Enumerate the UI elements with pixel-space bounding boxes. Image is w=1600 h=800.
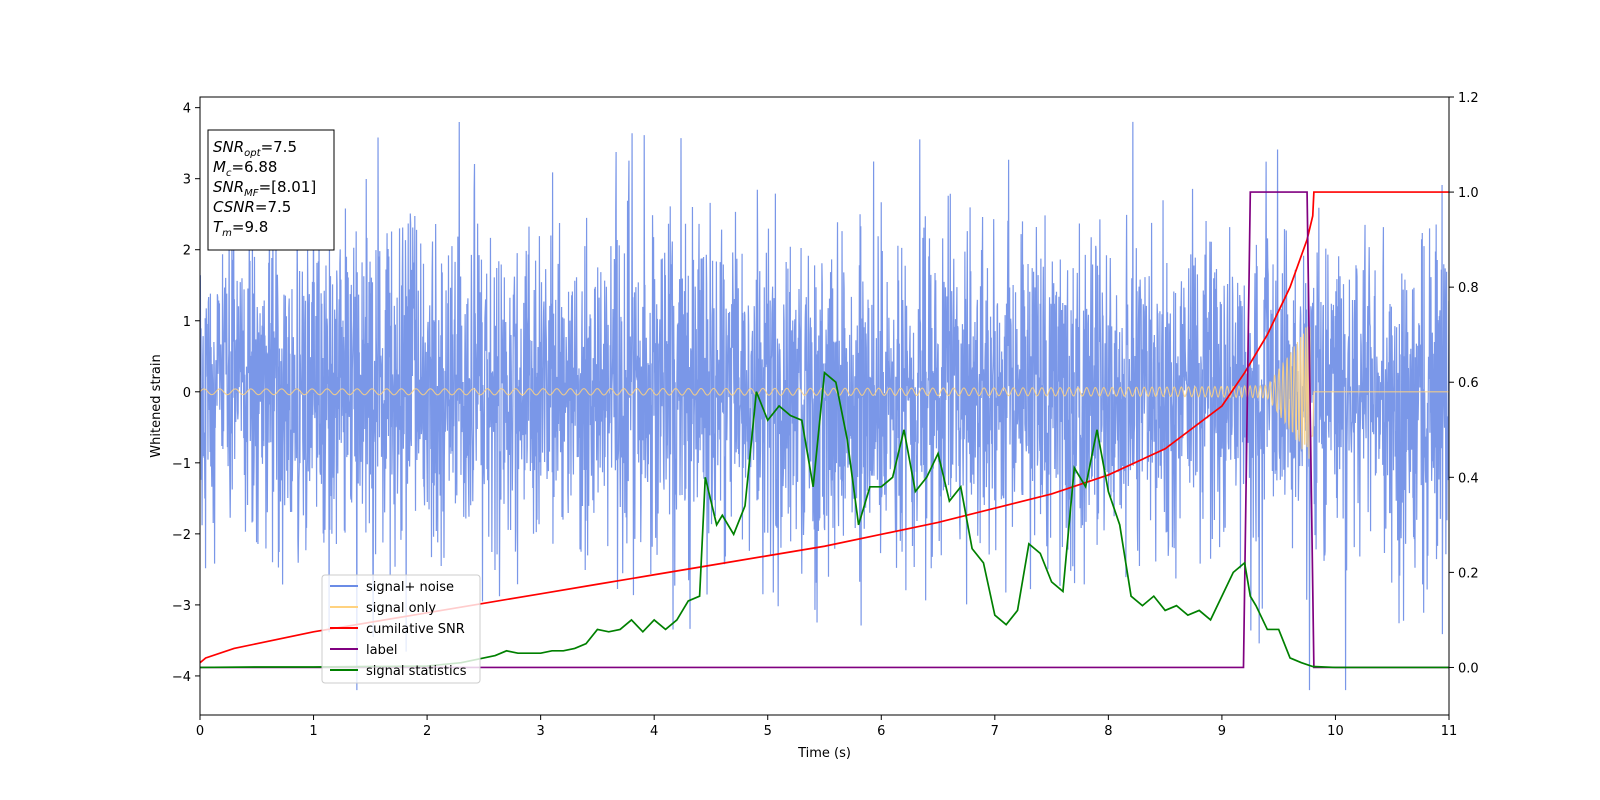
y-tick-label-left: 2 [183,244,191,259]
y-axis-label: Whitened strain [149,354,164,457]
annotation-line: SNRMF=[8.01] [213,178,316,199]
y-tick-label-right: 0.4 [1458,471,1479,486]
x-tick-label: 0 [196,724,204,739]
legend-frame [321,574,481,684]
annotation-line: Tm=9.8 [213,218,268,239]
plot-frame [199,96,1450,716]
annotation-frame [207,129,335,251]
y-tick-label-left: 0 [183,386,191,401]
x-tick-label: 2 [423,724,431,739]
y-tick-label-left: −3 [172,599,191,614]
y-tick-label-left: 4 [183,102,191,117]
x-tick-label: 1 [309,724,317,739]
y-tick-label-left: −2 [172,528,191,543]
series-signal-statistics [200,371,1449,669]
series-signal-noise [200,121,1449,691]
x-tick-label: 9 [1218,724,1226,739]
x-tick-label: 6 [877,724,885,739]
y-tick-label-right: 1.2 [1458,91,1479,106]
x-tick-label: 5 [764,724,772,739]
y-tick-label-right: 0.8 [1458,281,1479,296]
legend: signal+ noise signal only cumilative SNR la… [321,574,481,684]
x-axis-label: Time (s) [797,746,851,761]
x-tick-label: 11 [1441,724,1458,739]
legend-label-signal-noise: signal+ noise [366,580,454,595]
legend-label-label: label [366,643,397,658]
annotation-line: CSNR=7.5 [213,198,291,216]
x-tick-label: 4 [650,724,658,739]
annotation-line: Mc=6.88 [213,158,277,179]
x-tick-label: 7 [991,724,999,739]
y-tick-label-right: 1.0 [1458,186,1479,201]
y-tick-label-right: 0.2 [1458,566,1479,581]
y-tick-label-left: 1 [183,315,191,330]
y-tick-label-right: 0.6 [1458,376,1479,391]
x-tick-label: 8 [1104,724,1112,739]
legend-label-signal-statistics: signal statistics [366,664,467,679]
y-tick-label-left: −1 [172,457,191,472]
legend-label-cumilative-snr: cumilative SNR [366,622,465,637]
x-tick-label: 10 [1327,724,1344,739]
annotation-line: SNRopt=7.5 [213,138,297,159]
y-tick-label-right: 0.0 [1458,661,1479,676]
legend-label-signal-only: signal only [366,601,436,616]
y-tick-label-left: −4 [172,670,191,685]
y-tick-label-left: 3 [183,173,191,188]
x-tick-label: 3 [536,724,544,739]
